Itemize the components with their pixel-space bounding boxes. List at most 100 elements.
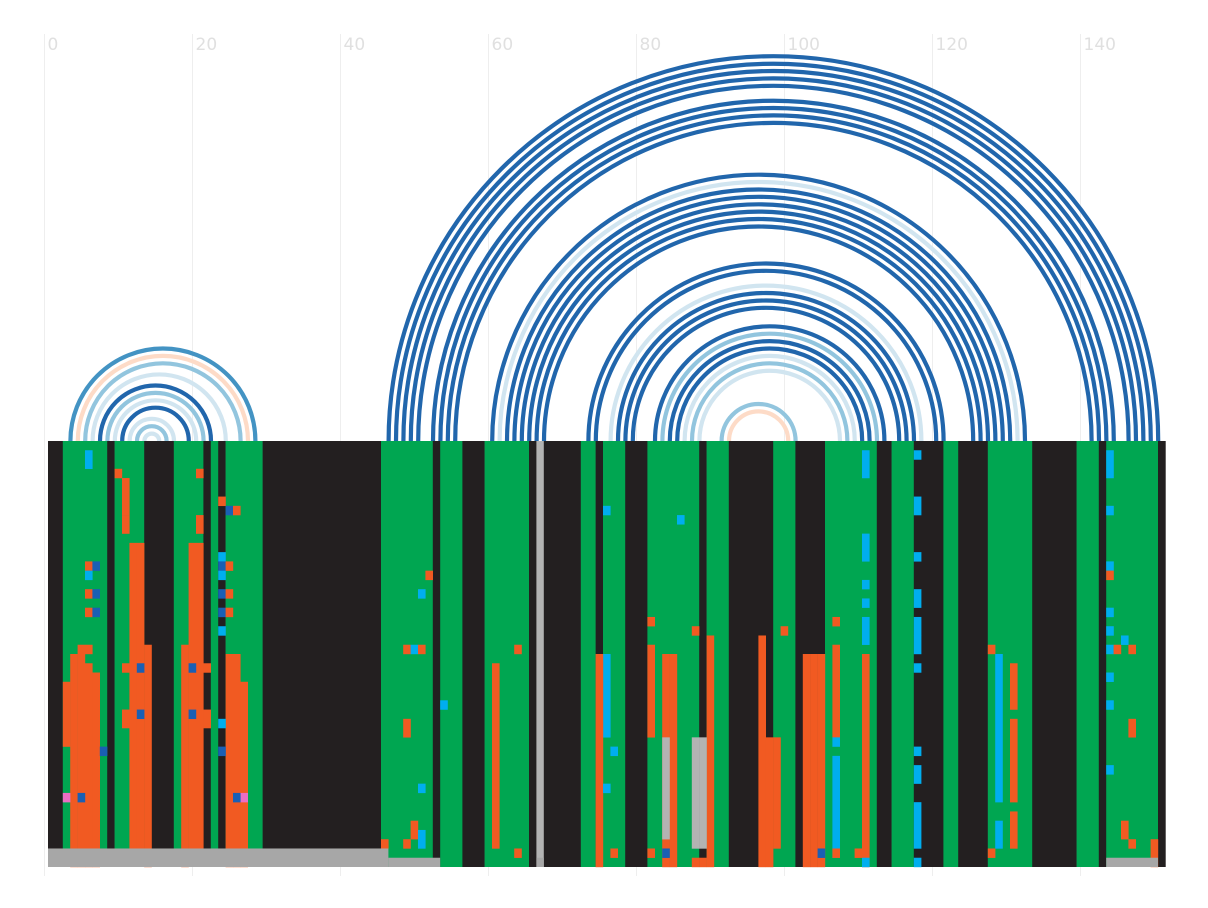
x-tick-label: 40: [344, 35, 366, 55]
pair-arc-strong: [430, 98, 1116, 442]
x-tick-label: 120: [936, 35, 968, 55]
alignment-cell-transversion: [913, 663, 922, 673]
alignment-cell-transversion: [832, 737, 840, 747]
alignment-cell-transversion: [832, 755, 840, 858]
column-band-match: [603, 441, 626, 867]
column-band-match: [580, 441, 596, 867]
coverage-bar: [1106, 857, 1158, 867]
alignment-cell-transition: [77, 644, 86, 655]
alignment-cell-other: [225, 505, 234, 516]
alignment-cell-transversion: [913, 746, 922, 757]
pair-arc-strong: [615, 290, 917, 442]
alignment-cell-transition: [1128, 839, 1136, 849]
column-band-match: [484, 441, 530, 867]
column-band-gap: [218, 441, 226, 867]
alignment-cell-ambiguous: [240, 792, 248, 803]
pair-arc-light: [134, 424, 169, 442]
x-tick-label: 20: [196, 35, 218, 55]
alignment-cell-transition: [129, 542, 137, 858]
alignment-cell-transversion: [913, 450, 922, 460]
alignment-cell-transition: [233, 505, 241, 516]
coverage-bar: [536, 857, 544, 867]
alignment-cell-other: [77, 792, 86, 803]
alignment-cell-transition: [122, 709, 130, 729]
pair-arc-strong: [667, 339, 872, 442]
alignment-cell-transversion: [995, 820, 1003, 849]
alignment-cell-transversion: [418, 829, 426, 849]
column-band-gap: [529, 441, 537, 867]
alignment-cell-transition: [832, 848, 840, 858]
alignment-cell-transition: [492, 718, 500, 812]
x-tick-labels: 0 20 40 60 80 100 120 140: [48, 35, 1116, 55]
alignment-cell-transition: [862, 654, 870, 868]
pair-arc-light: [719, 401, 798, 442]
alignment-cell-transition: [196, 468, 204, 479]
x-tick-label: 100: [788, 35, 820, 55]
pair-arc-strong: [527, 209, 991, 442]
alignment-cell-ambiguous: [62, 792, 71, 803]
alignment-cell-transversion: [603, 681, 611, 738]
column-band-gap: [107, 441, 115, 867]
alignment-cell-transition: [1128, 718, 1136, 738]
alignment-cell-transversion: [913, 635, 922, 655]
pair-arc-strong: [416, 83, 1131, 442]
alignment-cell-transition: [492, 663, 500, 720]
alignment-cell-transversion: [995, 654, 1003, 803]
alignment-cell-transversion: [418, 589, 426, 599]
alignment-cell-other: [662, 848, 670, 858]
column-band-gap: [1032, 441, 1077, 867]
pair-arc-strong: [401, 68, 1146, 442]
alignment-cell-transition: [758, 635, 766, 868]
column-band-gap: [262, 441, 382, 867]
pair-arc-strong: [490, 172, 1028, 442]
alignment-cell-other: [233, 792, 241, 803]
alignment-cell-transition: [1010, 718, 1018, 803]
alignment-cell-transversion: [862, 579, 870, 590]
alignment-cell-transition: [706, 635, 715, 868]
alignment-cell-transition: [144, 644, 152, 868]
alignment-cell-transition: [647, 848, 655, 858]
alignment-cell-transition: [1121, 820, 1129, 840]
column-band-gap: [543, 441, 582, 867]
alignment-cell-transition: [1010, 811, 1018, 849]
alignment-matrix: [48, 441, 1166, 868]
alignment-cell-transition: [114, 468, 123, 479]
alignment-cell-transition: [492, 811, 500, 849]
pair-arc-light: [660, 331, 880, 442]
alignment-cell-transversion: [603, 505, 611, 516]
alignment-cell-transition: [85, 607, 93, 618]
column-band-gap: [203, 441, 212, 867]
alignment-cell-transversion: [677, 515, 685, 525]
alignment-cell-transition: [773, 737, 781, 849]
alignment-cell-transition: [1010, 663, 1018, 710]
alignment-cell-transition: [70, 654, 78, 868]
alignment-cell-transition: [987, 644, 996, 655]
alignment-cell-transition: [817, 654, 826, 868]
alignment-cell-transition: [610, 848, 618, 858]
alignment-cell-transition: [233, 654, 241, 868]
column-band-gap: [699, 441, 707, 867]
column-band-gap: [958, 441, 989, 867]
alignment-cell-transition: [854, 848, 863, 858]
column-band-gap: [1098, 441, 1107, 867]
alignment-cell-transition: [802, 654, 811, 868]
pair-arc-strong: [453, 120, 1094, 442]
coverage-bar: [48, 848, 389, 867]
pair-arc-medium: [68, 346, 258, 442]
column-band-gap: [625, 441, 648, 867]
column-band-match: [943, 441, 959, 867]
alignment-cell-transition: [425, 570, 433, 581]
pair-arc-strong: [512, 194, 1005, 442]
pair-arc-strong: [408, 76, 1139, 442]
alignment-cell-transversion: [1121, 635, 1129, 645]
coverage-bar: [388, 857, 441, 867]
alignment-cell-transition: [225, 561, 234, 571]
column-band-gap: [1158, 441, 1166, 867]
alignment-cell-unknown: [662, 737, 670, 840]
pair-arc-strong: [586, 261, 946, 442]
alignment-cell-transition: [403, 839, 411, 849]
alignment-cell-other: [188, 709, 197, 720]
pair-arc-strong: [534, 216, 983, 442]
x-tick-label: 80: [640, 35, 662, 55]
alignment-cell-transition: [765, 737, 774, 868]
